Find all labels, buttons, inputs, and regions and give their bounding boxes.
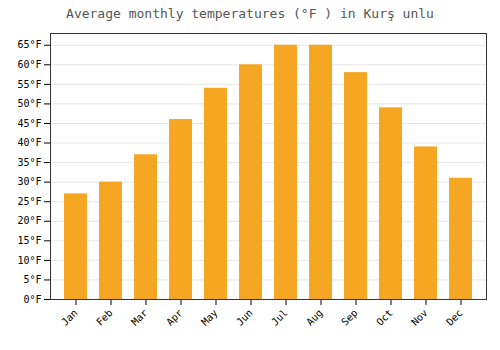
svg-text:May: May [199, 307, 220, 328]
svg-text:Aug: Aug [304, 307, 325, 328]
svg-text:25°F: 25°F [17, 196, 41, 207]
svg-text:Dec: Dec [444, 307, 465, 328]
svg-text:Oct: Oct [374, 307, 395, 328]
svg-text:55°F: 55°F [17, 79, 41, 90]
svg-text:20°F: 20°F [17, 215, 41, 226]
svg-text:50°F: 50°F [17, 98, 41, 109]
svg-text:10°F: 10°F [17, 255, 41, 266]
svg-text:Jan: Jan [59, 307, 80, 328]
svg-text:65°F: 65°F [17, 39, 41, 50]
svg-text:60°F: 60°F [17, 59, 41, 70]
svg-text:Mar: Mar [129, 307, 150, 328]
svg-text:40°F: 40°F [17, 137, 41, 148]
svg-text:35°F: 35°F [17, 157, 41, 168]
svg-text:5°F: 5°F [23, 274, 41, 285]
svg-text:15°F: 15°F [17, 235, 41, 246]
svg-text:Apr: Apr [164, 307, 185, 328]
html-text:Average monthly temperatures (: Average monthly temperatures (°F ) in Ku… [66, 6, 434, 21]
svg-text:30°F: 30°F [17, 176, 41, 187]
svg-text:45°F: 45°F [17, 118, 41, 129]
svg-text:Feb: Feb [94, 307, 115, 328]
svg-text:Jun: Jun [234, 307, 255, 328]
svg-text:Jul: Jul [269, 307, 290, 328]
svg-text:0°F: 0°F [23, 294, 41, 305]
svg-text:Nov: Nov [409, 307, 430, 328]
svg-text:Sep: Sep [339, 307, 360, 328]
